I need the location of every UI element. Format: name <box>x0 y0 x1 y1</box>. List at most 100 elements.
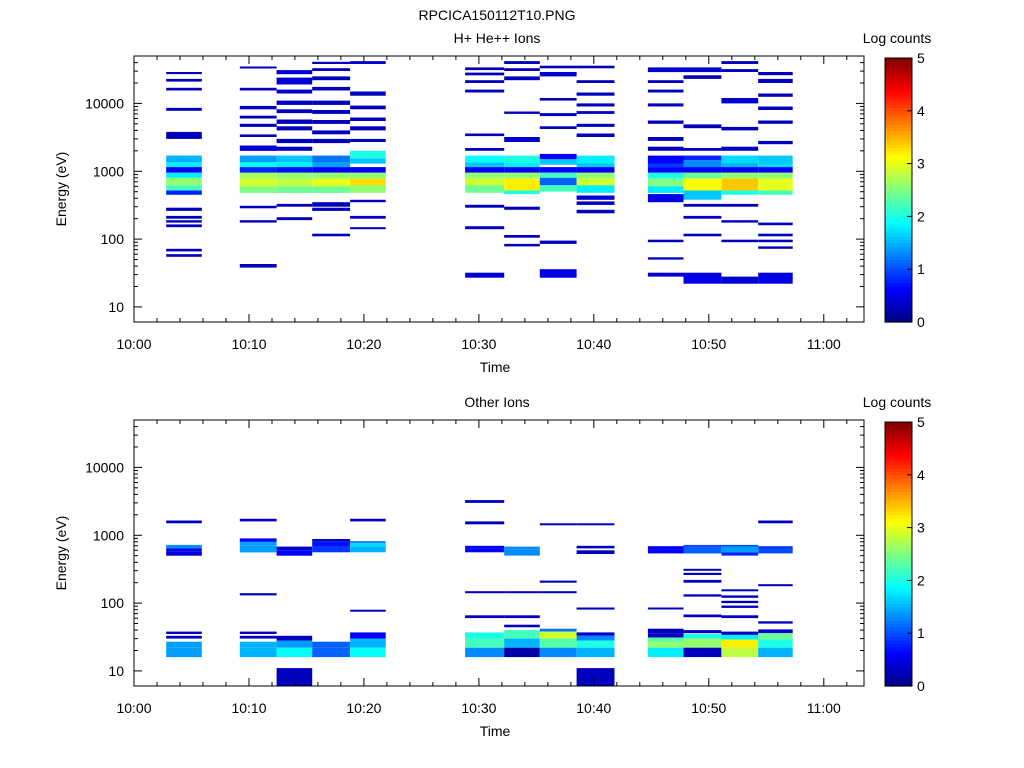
colorbar-segment <box>885 150 912 155</box>
heatmap-cell <box>539 126 577 129</box>
colorbar-segment <box>885 481 912 486</box>
heatmap-cell <box>721 647 759 658</box>
heatmap-cell <box>166 548 202 552</box>
colorbar-label: Log counts <box>863 394 932 410</box>
heatmap-cell <box>239 162 277 168</box>
colorbar-segment <box>885 458 912 463</box>
heatmap-cell <box>504 615 540 619</box>
heatmap-cell <box>758 178 793 191</box>
heatmap-cell <box>576 133 615 137</box>
x-tick-label: 10:30 <box>461 336 496 352</box>
heatmap-cell <box>758 272 793 284</box>
heatmap-cell <box>539 98 577 101</box>
heatmap-cell <box>539 631 577 639</box>
heatmap-cell <box>758 520 793 524</box>
heatmap-cell <box>539 113 577 117</box>
heatmap-cell <box>721 167 759 173</box>
colorbar-segment <box>885 587 912 591</box>
heatmap-cell <box>166 107 202 111</box>
colorbar-segment <box>885 160 912 165</box>
heatmap-cell <box>576 668 615 686</box>
heatmap-cell <box>683 155 722 161</box>
heatmap-cell <box>465 545 505 549</box>
heatmap-cell <box>647 163 684 168</box>
heatmap-cell <box>721 126 759 131</box>
heatmap-cell <box>465 162 505 168</box>
colorbar-segment <box>885 282 912 287</box>
heatmap-cell <box>539 159 577 165</box>
colorbar-segment <box>885 252 912 257</box>
heatmap-cells <box>166 500 793 686</box>
heatmap-cell <box>276 203 313 207</box>
heatmap-cell <box>465 548 505 553</box>
colorbar-segment <box>885 679 912 684</box>
heatmap-cell <box>647 628 684 634</box>
heatmap-cell <box>683 124 722 129</box>
heatmap-cell <box>465 185 505 193</box>
colorbar-segment <box>885 629 912 634</box>
heatmap-cell <box>683 272 722 284</box>
colorbar-segment <box>885 507 912 512</box>
colorbar-segment <box>885 259 912 264</box>
heatmap-cell <box>465 632 505 639</box>
heatmap-cell <box>166 78 202 82</box>
heatmap-cell <box>647 103 684 107</box>
heatmap-cell <box>576 163 615 168</box>
colorbar-segment <box>885 173 912 178</box>
heatmap-cell <box>239 167 277 173</box>
heatmap-cell <box>647 637 684 642</box>
colorbar-segment <box>885 137 912 142</box>
colorbar-segment <box>885 285 912 290</box>
colorbar-segment <box>885 501 912 506</box>
heatmap-cell <box>721 172 759 179</box>
heatmap-cell <box>647 272 684 277</box>
heatmap-cell <box>465 647 505 658</box>
heatmap-cell <box>721 589 759 592</box>
heatmap-cell <box>683 572 722 575</box>
heatmap-cell <box>276 162 313 168</box>
heatmap-cell <box>539 153 577 160</box>
heatmap-cell <box>465 89 505 93</box>
colorbar-segment <box>885 464 912 469</box>
heatmap-cell <box>647 641 684 648</box>
heatmap-cell <box>504 206 540 210</box>
heatmap-cell <box>239 541 277 546</box>
heatmap-cell <box>239 186 277 193</box>
figure-title: RPCICA150112T10.PNG <box>419 7 576 23</box>
heatmap-cell <box>647 194 684 203</box>
y-tick-label: 10 <box>108 299 124 315</box>
heatmap-cell <box>721 146 759 151</box>
colorbar-segment <box>885 127 912 132</box>
colorbar-segment <box>885 170 912 175</box>
colorbar-segment <box>885 193 912 198</box>
heatmap-cell <box>683 160 722 168</box>
heatmap-cell <box>576 111 615 114</box>
heatmap-cell <box>239 115 277 119</box>
colorbar-segment <box>885 544 912 548</box>
heatmap-cell <box>312 541 351 547</box>
heatmap-cell <box>465 204 505 208</box>
colorbar-segment <box>885 272 912 277</box>
heatmap-cell <box>350 167 386 173</box>
colorbar-segment <box>885 517 912 522</box>
colorbar-segment <box>885 153 912 158</box>
heatmap-cell <box>312 110 351 114</box>
heatmap-cell <box>350 138 386 142</box>
colorbar: 0 1 2 3 4 5 Log counts <box>863 30 932 330</box>
heatmap-cell <box>312 61 351 64</box>
heatmap-cell <box>276 138 313 144</box>
x-tick-label: 10:00 <box>116 700 151 716</box>
y-axis-label: Energy (eV) <box>53 516 69 591</box>
heatmap-cell <box>166 87 202 91</box>
colorbar-segment <box>885 580 912 585</box>
colorbar-segment <box>885 249 912 254</box>
heatmap-cell <box>312 68 351 71</box>
heatmap-cell <box>647 257 684 260</box>
heatmap-cell <box>758 246 793 249</box>
heatmap-cell <box>276 126 313 131</box>
colorbar-tick-label: 0 <box>917 678 925 694</box>
colorbar-segment <box>885 209 912 214</box>
colorbar-segment <box>885 133 912 138</box>
panel-title: H+ He++ Ions <box>454 30 541 46</box>
